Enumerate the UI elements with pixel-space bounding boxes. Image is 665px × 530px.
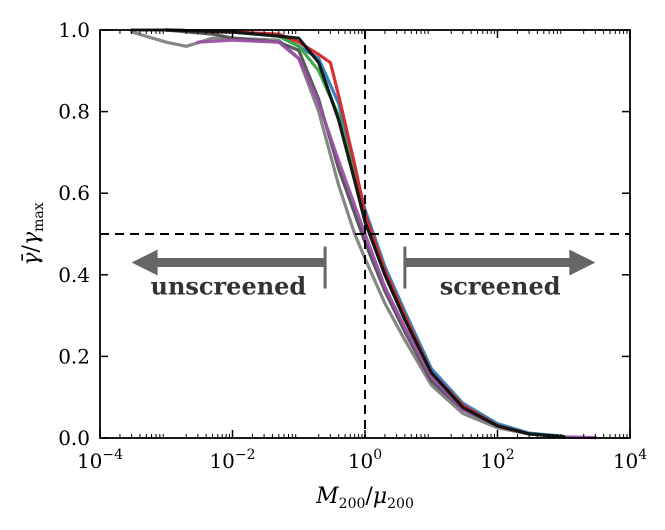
arrow-head-0 [131, 249, 158, 276]
y-tick-label-3: 0.6 [58, 181, 90, 205]
series-line-5 [164, 28, 531, 436]
arrow-head-1 [569, 249, 596, 276]
x-tick-label-1: 10−2 [209, 447, 255, 473]
x-tick-label-3: 102 [480, 447, 514, 473]
annotation-label-0: unscreened [151, 272, 307, 301]
y-tick-label-4: 0.8 [58, 100, 90, 124]
y-tick-label-1: 0.2 [58, 344, 90, 368]
x-tick-label-2: 100 [348, 447, 382, 473]
y-tick-label-0: 0.0 [58, 426, 90, 450]
x-tick-label-0: 10−4 [77, 447, 123, 473]
x-axis-label: M200/μ200 [315, 484, 414, 512]
series-line-0 [130, 30, 566, 439]
series-line-2 [196, 38, 598, 440]
x-tick-label-4: 104 [613, 447, 647, 473]
annotation-label-1: screened [440, 272, 561, 301]
tick-layer: 10−4 10−2 100 102 104 0.0 0.2 0.4 0.6 0.8 1.0 [58, 18, 647, 473]
y-tick-label-2: 0.4 [58, 263, 90, 287]
y-tick-label-5: 1.0 [58, 18, 90, 42]
y-axis-label: γ̄/γmax [19, 202, 47, 265]
annotation-layer: unscreened screened [131, 246, 596, 301]
reference-lines [100, 30, 630, 438]
series-line-6 [164, 28, 566, 439]
